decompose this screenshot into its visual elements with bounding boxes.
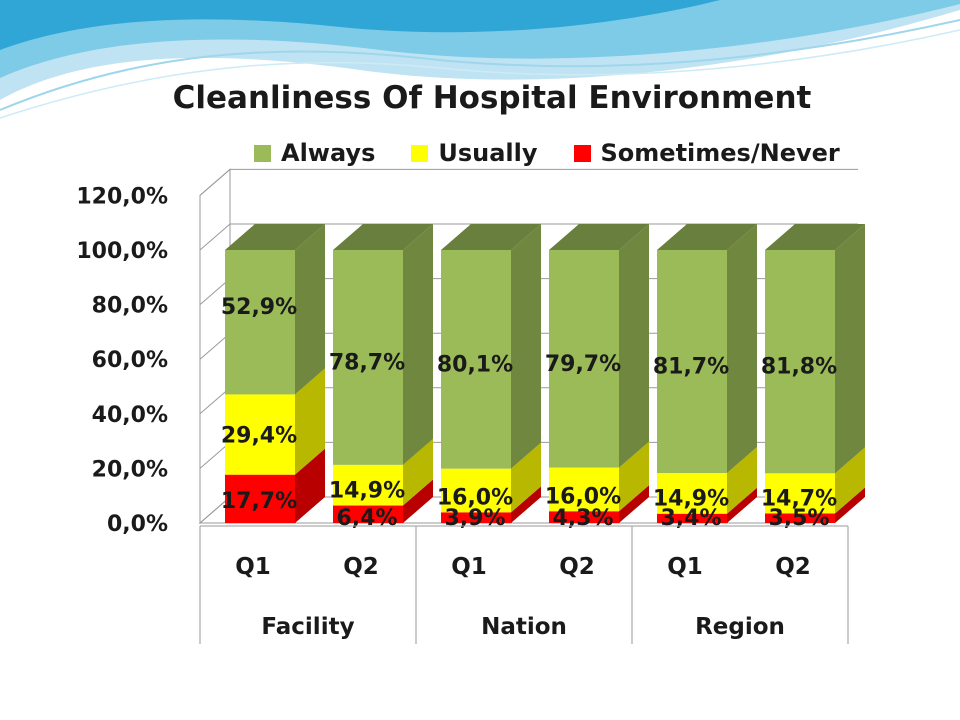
x-tick-label: Q1 — [451, 554, 487, 580]
x-tick-label: Q2 — [559, 554, 595, 580]
bar-top — [441, 224, 541, 250]
y-tick-label: 20,0% — [92, 457, 168, 482]
bar-segment — [549, 467, 619, 512]
bar-segment — [333, 250, 403, 465]
data-label-always: 81,8% — [761, 355, 837, 380]
legend-label-usually: Usually — [438, 139, 538, 167]
data-label-usually: 29,4% — [221, 424, 297, 449]
bar-side — [511, 224, 541, 469]
bar-side — [619, 441, 649, 512]
bar-side — [511, 442, 541, 513]
chart-legend: Always Usually Sometimes/Never — [254, 138, 876, 168]
bar-side — [727, 487, 757, 523]
bar-top — [333, 224, 433, 250]
y-tick-label: 80,0% — [92, 294, 168, 319]
decorative-banner — [0, 0, 960, 119]
data-label-sometimes-never: 4,3% — [552, 506, 613, 531]
bar-segment — [225, 250, 295, 395]
y-tick-label: 120,0% — [76, 184, 168, 209]
bar-segment — [225, 474, 295, 523]
bar-segment — [333, 464, 403, 506]
y-tick-label: 100,0% — [76, 239, 168, 264]
legend-item-usually: Usually — [411, 139, 538, 167]
bar-side — [619, 485, 649, 523]
x-tick-label: Q2 — [343, 554, 379, 580]
bar-top — [549, 224, 649, 250]
legend-item-sometimes-never: Sometimes/Never — [573, 139, 840, 167]
bar-side — [403, 224, 433, 465]
bar-segment — [657, 513, 727, 523]
bar-segment — [549, 250, 619, 468]
chart-title: Cleanliness Of Hospital Environment — [172, 80, 812, 116]
data-label-usually: 14,9% — [653, 487, 729, 512]
bar-side — [295, 224, 325, 395]
bar-top — [765, 224, 865, 250]
data-label-always: 52,9% — [221, 295, 297, 320]
bar-segment — [441, 512, 511, 523]
bar-side — [295, 448, 325, 523]
legend-swatch-always — [254, 144, 271, 162]
bar-side — [403, 438, 433, 506]
bar-segment — [441, 468, 511, 513]
data-label-sometimes-never: 3,4% — [660, 506, 721, 531]
data-label-always: 78,7% — [329, 350, 405, 375]
bar-side — [835, 447, 865, 514]
bar-segment — [765, 250, 835, 474]
data-label-usually: 14,7% — [761, 486, 837, 511]
legend-label-sometimes-never: Sometimes/Never — [600, 139, 840, 167]
x-tick-label: Q1 — [667, 554, 703, 580]
bar-side — [511, 486, 541, 523]
bar-segment — [441, 250, 511, 469]
bar-side — [727, 224, 757, 474]
data-label-always: 79,7% — [545, 352, 621, 377]
bar-top — [225, 224, 325, 250]
bar-side — [835, 224, 865, 474]
y-tick-label: 40,0% — [92, 403, 168, 428]
legend-item-always: Always — [254, 139, 375, 167]
gridline-depth — [199, 169, 231, 196]
data-label-always: 80,1% — [437, 352, 513, 377]
data-label-usually: 14,9% — [329, 479, 405, 504]
data-label-sometimes-never: 3,9% — [444, 506, 505, 531]
bar-side — [295, 368, 325, 475]
data-label-sometimes-never: 6,4% — [336, 506, 397, 531]
data-label-sometimes-never: 17,7% — [221, 489, 297, 514]
bar-segment — [765, 473, 835, 514]
bar-top — [657, 224, 757, 250]
legend-swatch-sometimes-never — [573, 144, 591, 162]
bar-segment — [333, 505, 403, 523]
bar-side — [835, 487, 865, 523]
gridline-depth — [199, 223, 231, 251]
bar-segment — [657, 473, 727, 514]
x-tick-label: Q2 — [775, 554, 811, 580]
data-label-sometimes-never: 3,5% — [768, 506, 829, 531]
data-label-usually: 16,0% — [545, 484, 621, 509]
y-tick-label: 0,0% — [107, 512, 168, 537]
y-tick-label: 60,0% — [92, 348, 168, 373]
bar-side — [403, 479, 433, 523]
data-label-always: 81,7% — [653, 355, 729, 380]
legend-swatch-usually — [411, 144, 429, 162]
group-label: Nation — [481, 614, 567, 640]
bar-segment — [657, 250, 727, 474]
bar-side — [727, 447, 757, 514]
group-label: Region — [695, 614, 785, 640]
bar-segment — [225, 394, 295, 475]
data-label-usually: 16,0% — [437, 485, 513, 510]
group-label: Facility — [261, 614, 354, 640]
legend-label-always: Always — [281, 139, 376, 167]
bar-segment — [549, 511, 619, 523]
x-tick-label: Q1 — [235, 554, 271, 580]
bar-segment — [765, 513, 835, 523]
bar-side — [619, 224, 649, 468]
